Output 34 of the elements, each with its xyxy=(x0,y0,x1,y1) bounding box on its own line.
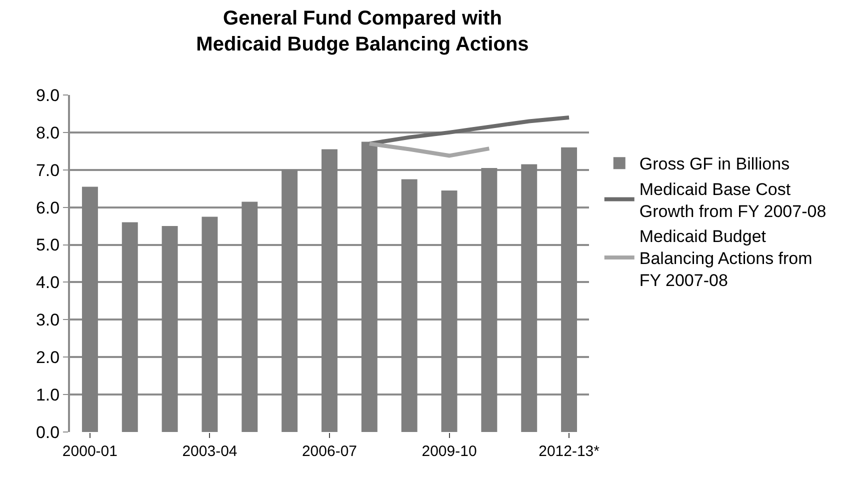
bar xyxy=(521,164,538,432)
bar xyxy=(82,186,98,432)
x-tick-label: 2009-10 xyxy=(422,443,477,460)
y-tick-label: 0.0 xyxy=(36,422,60,442)
y-tick-label: 9.0 xyxy=(36,86,60,105)
bar xyxy=(361,142,378,432)
legend-label: Medicaid Base Cost Growth from FY 2007-08 xyxy=(639,180,826,221)
bar xyxy=(242,202,258,432)
y-tick-label: 7.0 xyxy=(36,160,60,180)
legend-label: Gross GF in Billions xyxy=(639,154,790,174)
bar xyxy=(202,216,218,432)
y-tick-label: 1.0 xyxy=(36,386,60,405)
bar xyxy=(481,168,498,432)
x-tick-label: 2000-01 xyxy=(62,443,118,460)
bar xyxy=(561,147,578,432)
legend-label: Medicaid Budget Balancing Actions from FY 2007-08 xyxy=(639,227,812,290)
y-tick-label: 6.0 xyxy=(36,198,60,218)
x-tick-label: 2006-07 xyxy=(302,443,358,460)
bar xyxy=(122,222,138,432)
line-series xyxy=(367,142,492,158)
y-tick-label: 5.0 xyxy=(36,236,60,255)
line-series xyxy=(367,115,572,146)
x-tick-label: 2012-13* xyxy=(538,443,600,460)
chart-title: General Fund Compared with Medicaid Budge Balancing Actions xyxy=(196,7,529,56)
y-tick-label: 3.0 xyxy=(36,310,60,330)
y-tick-label: 4.0 xyxy=(36,273,60,292)
y-tick-label: 8.0 xyxy=(36,123,60,142)
bar xyxy=(441,190,458,432)
bar xyxy=(162,226,178,432)
bar xyxy=(401,179,418,432)
bar xyxy=(322,149,338,432)
y-tick-label: 2.0 xyxy=(36,348,60,368)
bar xyxy=(282,170,298,432)
x-tick-label: 2003-04 xyxy=(182,443,238,460)
